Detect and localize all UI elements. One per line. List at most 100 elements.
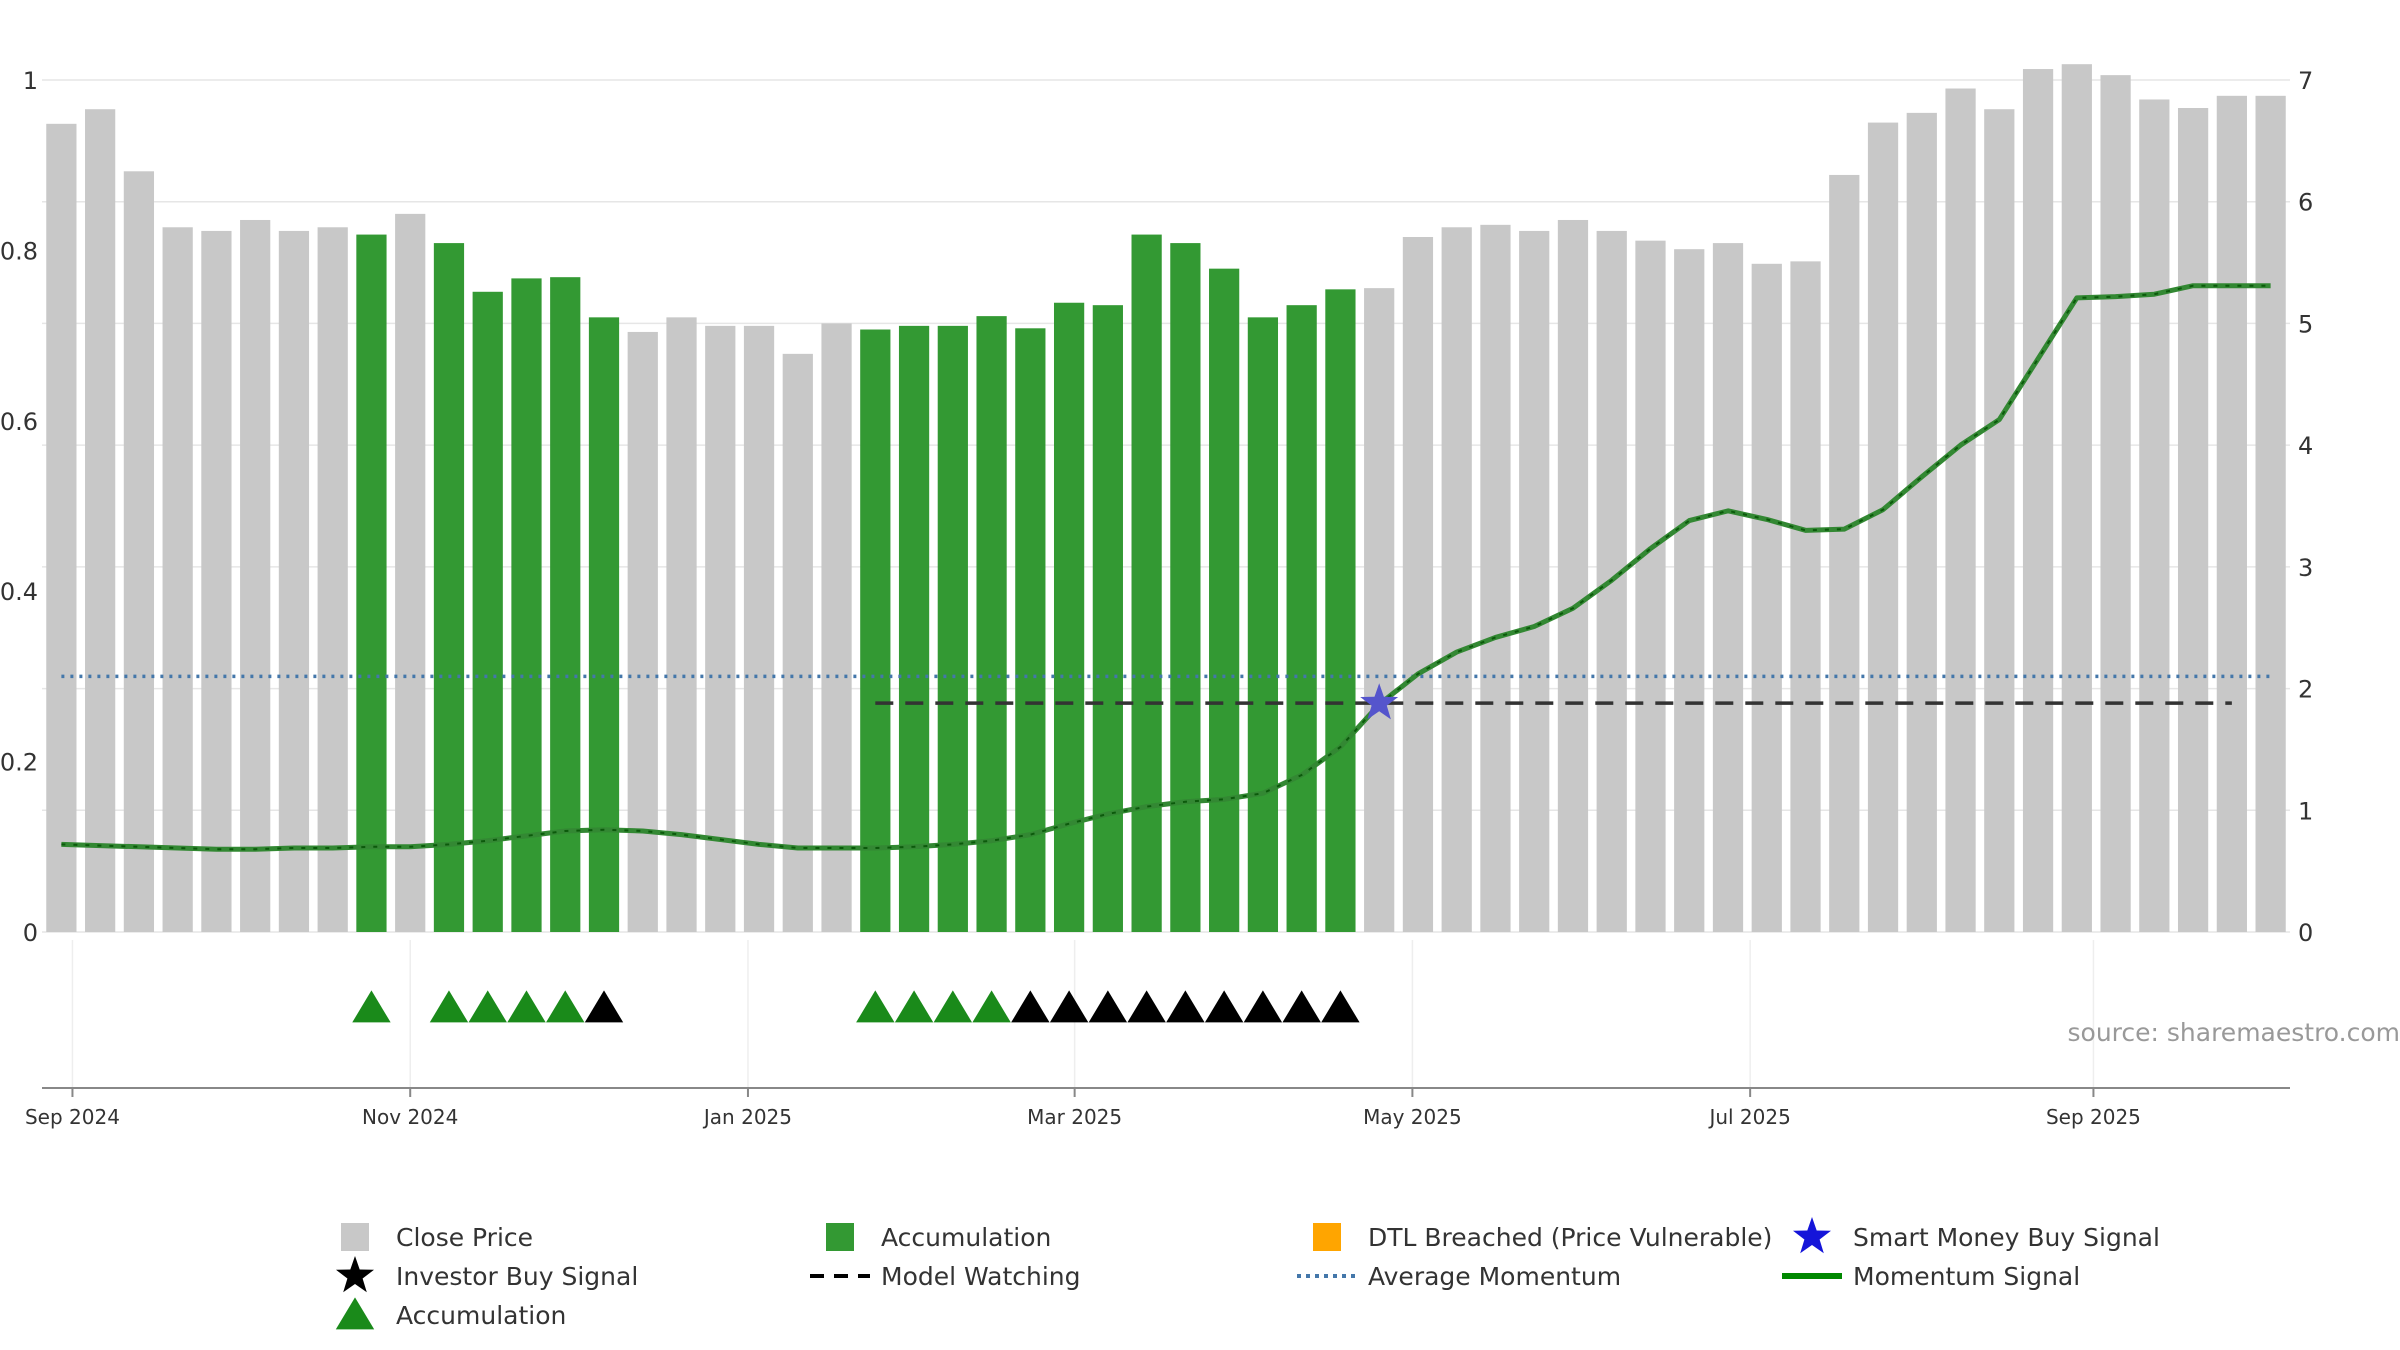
close-price-bar <box>1712 243 1744 932</box>
close-price-bar <box>666 317 697 932</box>
accumulation-bar <box>860 329 891 932</box>
investor-buy-triangle <box>1127 990 1166 1023</box>
close-price-bar <box>2255 95 2286 932</box>
investor-buy-triangle <box>1321 990 1360 1023</box>
close-price-bar <box>1867 122 1899 933</box>
right-y-tick-label: 6 <box>2298 189 2313 217</box>
investor-buy-triangle <box>1166 990 1205 1023</box>
accumulation-bar <box>1092 305 1123 933</box>
x-tick-label: Mar 2025 <box>1027 1105 1122 1129</box>
lines-layer <box>61 283 2271 852</box>
close-price-bar <box>1751 263 1782 932</box>
accumulation-bar <box>937 325 968 932</box>
close-price-bar <box>1557 219 1589 932</box>
close-price-bar <box>1519 230 1550 932</box>
close-price-bar <box>1480 224 1511 933</box>
accumulation-bar <box>1286 305 1317 933</box>
legend-label: Average Momentum <box>1368 1262 1621 1291</box>
accumulation-bar <box>898 325 930 932</box>
right-y-tick-label: 2 <box>2298 676 2313 704</box>
close-price-bar <box>1790 261 1821 933</box>
left-y-tick-label: 1 <box>23 67 38 95</box>
investor-buy-triangle <box>1282 990 1321 1023</box>
left-y-tick-label: 0.4 <box>0 578 38 606</box>
accumulation-bar <box>588 317 620 932</box>
close-price-bar <box>395 213 426 932</box>
close-price-bar <box>85 109 116 932</box>
investor-buy-triangle <box>1088 990 1128 1023</box>
close-price-bar <box>2216 95 2247 932</box>
legend-label: Momentum Signal <box>1853 1262 2080 1291</box>
accumulation-triangle <box>856 990 895 1023</box>
close-price-bar <box>162 227 193 932</box>
x-tick-label: Nov 2024 <box>362 1105 458 1129</box>
right-y-tick-label: 3 <box>2298 554 2313 582</box>
accumulation-bar <box>1053 302 1085 932</box>
accumulation-triangle <box>429 990 469 1023</box>
orange-square-icon <box>1313 1223 1341 1251</box>
close-price-bar <box>1441 227 1472 932</box>
x-tick-label: Jan 2025 <box>702 1105 792 1129</box>
close-price-bar <box>1984 109 2015 932</box>
accumulation-bar <box>976 316 1007 932</box>
blue-star-icon <box>1793 1217 1831 1254</box>
legend-label: Close Price <box>396 1223 533 1252</box>
legend-label: DTL Breached (Price Vulnerable) <box>1368 1223 1772 1252</box>
right-y-tick-label: 0 <box>2298 919 2313 947</box>
investor-buy-triangle <box>1204 990 1244 1023</box>
green-triangle-icon <box>335 1297 375 1330</box>
close-price-bar <box>821 323 852 932</box>
close-price-bar <box>46 123 77 933</box>
right-y-tick-label: 7 <box>2298 67 2313 95</box>
investor-buy-triangle <box>584 990 624 1023</box>
accumulation-bar <box>511 278 542 932</box>
green-square-icon <box>826 1223 854 1251</box>
close-price-bar <box>743 325 775 932</box>
x-tick-label: Sep 2025 <box>2046 1105 2141 1129</box>
x-tick-label: May 2025 <box>1363 1105 1462 1129</box>
close-price-bar <box>1945 88 1976 932</box>
legend: Close Price Accumulation DTL Breached (Pri… <box>335 1217 2160 1330</box>
close-price-bar <box>1829 174 1860 933</box>
close-price-bar <box>705 325 736 932</box>
close-price-bar <box>1906 112 1937 932</box>
source-text: source: sharemaestro.com <box>2068 1018 2400 1047</box>
close-price-bar <box>1402 237 1434 933</box>
markers-layer <box>352 683 1399 1023</box>
accumulation-bar <box>1247 317 1279 932</box>
close-price-bar <box>123 171 155 933</box>
accumulation-bar <box>433 243 465 932</box>
investor-buy-triangle <box>1011 990 1050 1023</box>
right-y-tick-label: 5 <box>2298 310 2313 338</box>
close-price-bar <box>2177 107 2209 933</box>
accumulation-bar <box>1131 234 1162 932</box>
left-y-tick-label: 0.2 <box>0 749 38 777</box>
right-y-tick-label: 1 <box>2298 797 2313 825</box>
smart-money-star <box>1360 683 1399 720</box>
legend-label: Accumulation <box>396 1301 566 1330</box>
investor-buy-triangle <box>1243 990 1283 1023</box>
accumulation-triangle <box>468 990 507 1023</box>
left-y-tick-label: 0 <box>23 919 38 947</box>
legend-label: Investor Buy Signal <box>396 1262 638 1291</box>
close-price-bar <box>2139 99 2170 932</box>
accumulation-triangle <box>894 990 934 1023</box>
accumulation-bar <box>356 234 387 932</box>
close-price-bar <box>278 230 310 932</box>
accumulation-bar <box>1170 243 1201 932</box>
accumulation-triangle <box>507 990 546 1023</box>
left-y-tick-label: 0.8 <box>0 237 38 265</box>
close-price-bar <box>201 230 232 932</box>
legend-label: Model Watching <box>881 1262 1081 1291</box>
left-y-tick-label: 0.6 <box>0 408 38 436</box>
accumulation-triangle <box>352 990 391 1023</box>
accumulation-triangle <box>972 990 1011 1023</box>
close-price-bar <box>2061 64 2092 933</box>
accumulation-bar <box>1209 268 1240 933</box>
accumulation-triangle <box>933 990 973 1023</box>
investor-buy-triangle <box>1049 990 1089 1023</box>
accumulation-bar <box>550 277 581 933</box>
close-price-bar <box>317 227 348 932</box>
accumulation-bar <box>472 291 503 933</box>
black-star-icon <box>336 1256 374 1293</box>
